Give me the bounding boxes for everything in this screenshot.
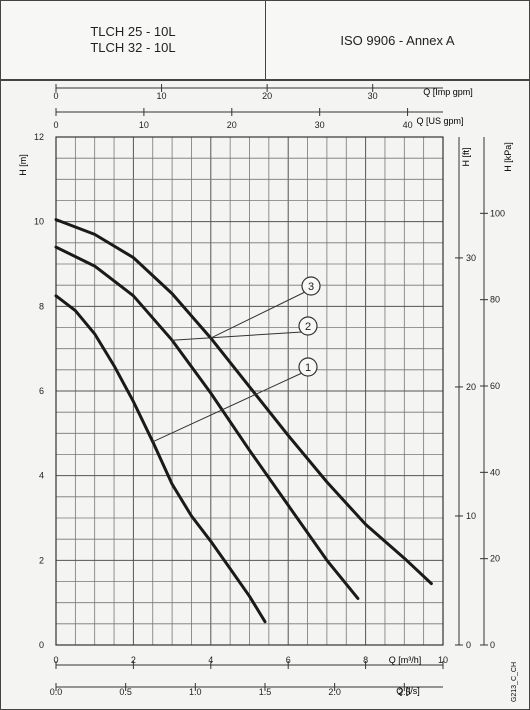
marker-leader-3 — [210, 291, 306, 339]
tick-label-h-ft: 0 — [466, 640, 471, 650]
tick-label-h-kpa: 60 — [490, 381, 500, 391]
tick-label-q-ls: 1.0 — [189, 687, 202, 697]
tick-label-h-m: 6 — [39, 386, 44, 396]
tick-label-q-ls: 2.5 — [398, 687, 411, 697]
header-box: TLCH 25 - 10L TLCH 32 - 10L ISO 9906 - A… — [0, 0, 530, 80]
tick-label-q-m3h: 0 — [53, 655, 58, 665]
tick-labels: 0 2 4 6 8 100.0 0.5 1.0 1.5 2.0 2.50 10 20 30 400 10 20 3… — [34, 84, 505, 697]
tick-label-h-kpa: 40 — [490, 467, 500, 477]
tick-label-h-m: 10 — [34, 217, 44, 227]
marker-circle-2 — [298, 316, 318, 336]
axis-label-q-impgpm: Q [Imp gpm] — [423, 87, 473, 97]
tick-label-h-m: 8 — [39, 301, 44, 311]
tick-label-q-impgpm: 30 — [368, 91, 378, 101]
tick-label-q-impgpm: 0 — [53, 91, 58, 101]
tick-label-q-impgpm: 20 — [262, 91, 272, 101]
curve-3 — [54, 218, 433, 586]
marker-label-1: 1 — [305, 362, 311, 374]
marker-leader-2 — [172, 331, 303, 341]
curve-markers: 1 2 3 — [152, 276, 321, 443]
curve-1 — [54, 294, 267, 624]
axis-labels: Q [m³/h] Q [l/s] Q [US gpm] Q [Imp gpm] … — [18, 87, 518, 702]
tick-label-h-kpa: 0 — [490, 640, 495, 650]
tick-label-q-usgpm: 10 — [139, 120, 149, 130]
grid-lines — [55, 136, 444, 646]
model-name-1: TLCH 25 - 10L — [90, 24, 176, 39]
tick-label-q-ls: 0.5 — [119, 687, 132, 697]
tick-label-q-m3h: 2 — [131, 655, 136, 665]
tick-label-h-m: 0 — [39, 640, 44, 650]
tick-label-h-kpa: 20 — [490, 554, 500, 564]
tick-label-q-m3h: 4 — [208, 655, 213, 665]
curves — [54, 218, 433, 624]
axis-label-h-m: H [m] — [18, 154, 28, 176]
chart-code: G213_C_CH — [511, 662, 518, 702]
tick-label-q-ls: 1.5 — [259, 687, 272, 697]
tick-label-h-kpa: 80 — [490, 295, 500, 305]
axis-label-q-ls: Q [l/s] — [396, 686, 420, 696]
tick-label-q-ls: 2.0 — [328, 687, 341, 697]
model-names: TLCH 25 - 10L TLCH 32 - 10L — [1, 1, 265, 79]
tick-label-q-usgpm: 0 — [53, 120, 58, 130]
tick-label-h-ft: 10 — [466, 511, 476, 521]
model-name-2: TLCH 32 - 10L — [90, 40, 176, 55]
axis-label-q-m3h: Q [m³/h] — [389, 655, 422, 665]
tick-label-q-impgpm: 10 — [157, 91, 167, 101]
plot-border — [55, 136, 444, 646]
tick-label-q-ls: 0.0 — [50, 687, 63, 697]
tick-label-q-m3h: 10 — [438, 655, 448, 665]
axes — [55, 87, 485, 688]
tick-label-h-ft: 20 — [466, 382, 476, 392]
marker-circle-3 — [301, 276, 321, 296]
marker-leader-1 — [152, 372, 303, 443]
header-divider — [265, 1, 266, 79]
tick-label-q-usgpm: 30 — [315, 120, 325, 130]
marker-label-2: 2 — [305, 321, 311, 333]
standard-label: ISO 9906 - Annex A — [340, 32, 455, 48]
tick-label-h-m: 12 — [34, 132, 44, 142]
axis-label-h-kpa: H [kPa] — [503, 142, 513, 172]
tick-label-h-ft: 30 — [466, 253, 476, 263]
tick-label-q-usgpm: 20 — [227, 120, 237, 130]
tick-label-h-kpa: 100 — [490, 208, 505, 218]
curve-2 — [54, 245, 360, 600]
tick-label-q-usgpm: 40 — [403, 120, 413, 130]
tick-label-q-m3h: 6 — [286, 655, 291, 665]
tick-label-h-m: 4 — [39, 471, 44, 481]
tick-label-h-m: 2 — [39, 555, 44, 565]
marker-circle-1 — [298, 357, 318, 377]
tick-label-q-m3h: 8 — [363, 655, 368, 665]
axis-label-h-ft: H [ft] — [461, 147, 471, 166]
marker-label-3: 3 — [308, 281, 314, 293]
axis-label-q-usgpm: Q [US gpm] — [416, 116, 463, 126]
